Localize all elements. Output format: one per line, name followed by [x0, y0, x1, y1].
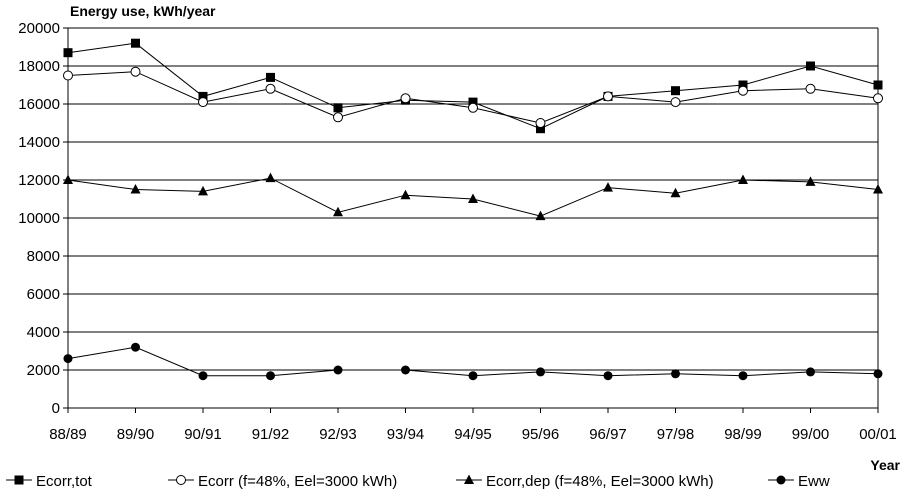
x-tick-label: 89/90	[117, 426, 155, 443]
data-point	[603, 371, 613, 381]
data-point	[670, 97, 681, 108]
legend: Ecorr,tot Ecorr (f=48%, Eel=3000 kWh) Ecor…	[6, 473, 830, 490]
x-tick-label: 92/93	[319, 426, 357, 443]
data-point	[738, 85, 748, 96]
data-point	[738, 371, 748, 381]
x-tick-label: 95/96	[522, 426, 560, 443]
data-point	[401, 365, 410, 375]
data-point	[536, 367, 545, 377]
legend-marker	[464, 474, 474, 484]
y-tick-label: 0	[52, 400, 60, 417]
legend-label: Ecorr,dep (f=48%, Eel=3000 kWh)	[486, 473, 714, 490]
y-tick-label: 8000	[27, 248, 60, 265]
x-tick-label: 00/01	[859, 426, 897, 443]
series-group	[63, 38, 883, 381]
data-point	[63, 174, 73, 184]
data-point	[738, 80, 748, 90]
x-axis-title: Year	[870, 457, 900, 473]
data-point	[603, 91, 613, 102]
legend-marker	[176, 475, 186, 485]
data-point	[603, 182, 613, 192]
data-point	[198, 185, 208, 196]
y-tick-labels: 0 2000 4000 6000 8000 10000 12000 14000 16000 180…	[18, 20, 60, 417]
data-point	[468, 193, 478, 203]
y-tick-label: 6000	[27, 286, 60, 303]
data-point	[535, 118, 546, 128]
data-point	[400, 189, 411, 200]
data-point	[333, 365, 343, 375]
data-point	[130, 66, 141, 77]
data-point	[198, 371, 208, 381]
series-line	[67, 42, 879, 130]
y-axis-title: Energy use, kWh/year	[70, 3, 216, 19]
x-tick-label: 97/98	[657, 426, 695, 443]
data-point	[670, 187, 681, 198]
data-point	[873, 93, 883, 104]
legend-label: Ecorr (f=48%, Eel=3000 kWh)	[198, 473, 397, 490]
data-point	[671, 86, 680, 96]
data-point	[131, 342, 140, 352]
data-point	[333, 112, 343, 123]
data-point	[873, 369, 883, 379]
x-tick-label: 91/92	[252, 426, 290, 443]
x-tick-label: 99/00	[792, 426, 830, 443]
data-point	[265, 172, 276, 183]
data-point	[535, 210, 546, 221]
data-point	[266, 72, 275, 82]
data-point	[536, 124, 545, 134]
data-point	[805, 176, 816, 186]
data-point	[873, 80, 883, 90]
y-tick-label: 10000	[18, 210, 60, 227]
y-tick-label: 12000	[18, 172, 60, 189]
x-tick-label: 93/94	[387, 426, 425, 443]
series-line	[67, 71, 879, 124]
y-tick-label: 20000	[18, 20, 60, 37]
x-tick-labels: 88/89 89/90 90/91 91/92 92/93 93/94 94/95 95/96…	[49, 426, 897, 443]
data-point	[198, 91, 208, 101]
legend-marker	[776, 475, 786, 485]
data-point	[468, 97, 478, 107]
y-tick-label: 4000	[27, 324, 60, 341]
x-tick-label: 90/91	[184, 426, 222, 443]
y-tick-label: 2000	[27, 362, 60, 379]
data-point	[333, 206, 343, 217]
data-point	[63, 354, 73, 364]
y-tick-label: 16000	[18, 96, 60, 113]
data-point	[873, 184, 883, 194]
legend-label: Ecorr,tot	[36, 473, 93, 490]
data-point	[131, 38, 140, 48]
y-tick-label: 18000	[18, 58, 60, 75]
data-point	[805, 83, 816, 94]
data-point	[198, 97, 208, 108]
data-point	[671, 369, 680, 379]
legend-marker	[14, 475, 24, 485]
data-point	[806, 61, 815, 71]
data-point	[468, 371, 478, 381]
data-point	[63, 70, 73, 81]
data-point	[333, 103, 343, 113]
x-tick-label: 94/95	[454, 426, 492, 443]
axes	[63, 27, 879, 413]
data-point	[63, 48, 73, 58]
legend-label: Eww	[798, 473, 830, 490]
x-tick-label: 96/97	[589, 426, 627, 443]
data-point	[266, 371, 275, 381]
data-point	[468, 102, 478, 113]
data-point	[806, 367, 815, 377]
gridlines	[68, 27, 878, 371]
y-tick-label: 14000	[18, 134, 60, 151]
x-tick-label: 98/99	[724, 426, 762, 443]
x-tick-label: 88/89	[49, 426, 87, 443]
data-point	[738, 174, 748, 184]
data-point	[265, 83, 276, 94]
data-point	[400, 93, 411, 104]
data-point	[130, 184, 141, 194]
